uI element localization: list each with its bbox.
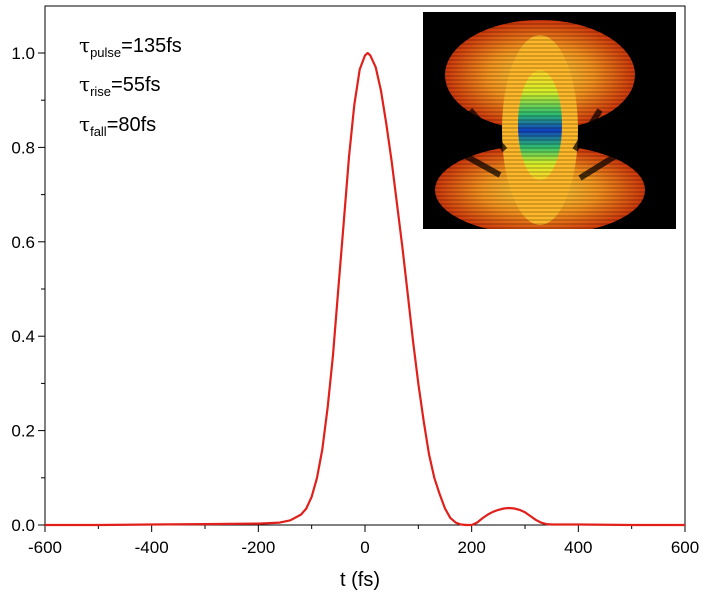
annotation-tau-rise: τrise=55fs: [79, 72, 161, 99]
x-tick-label: 400: [564, 538, 592, 557]
x-tick-label: -400: [135, 538, 169, 557]
y-tick-label: 0.2: [11, 422, 35, 441]
y-axis-ticks: 0.0 0.2 0.4 0.6 0.8 1.0: [11, 44, 45, 535]
x-tick-label: -200: [241, 538, 275, 557]
x-tick-label: 600: [671, 538, 699, 557]
x-tick-label: 200: [457, 538, 485, 557]
series-line: [45, 51, 685, 527]
annotation-tau-pulse: τpulse=135fs: [79, 33, 182, 60]
y-tick-label: 0.6: [11, 233, 35, 252]
annotation-block: τpulse=135fs τrise=55fs τfall=80fs: [79, 33, 182, 139]
x-axis-ticks: -600 -400 -200 0 200 400 600: [28, 525, 699, 557]
y-tick-label: 0.0: [11, 516, 35, 535]
x-axis-title: t (fs): [340, 569, 380, 591]
y-tick-label: 0.4: [11, 327, 35, 346]
x-tick-label: 0: [360, 538, 369, 557]
y-tick-label: 0.8: [11, 138, 35, 157]
y-tick-label: 1.0: [11, 44, 35, 63]
inset-spectrogram-image: [423, 12, 676, 229]
x-tick-label: -600: [28, 538, 62, 557]
annotation-tau-fall: τfall=80fs: [79, 112, 156, 139]
